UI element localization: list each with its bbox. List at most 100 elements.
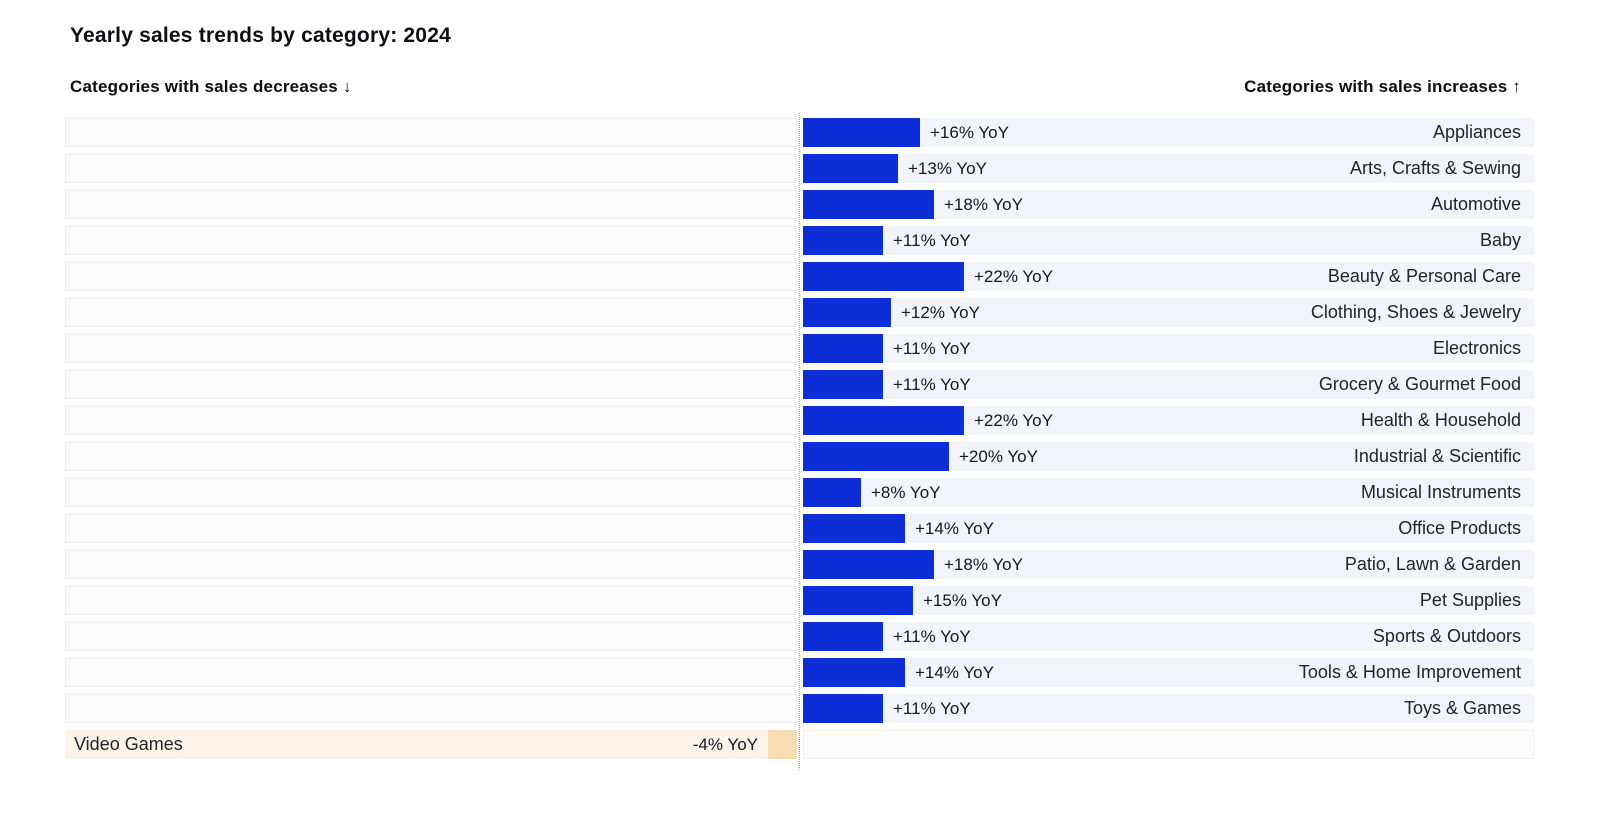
row-left-cell (65, 514, 797, 543)
bar-value-label: +11% YoY (893, 374, 971, 394)
row-right-cell: +18% YoY Patio, Lawn & Garden (803, 550, 1534, 579)
category-label: Office Products (1398, 518, 1521, 538)
category-label: Electronics (1432, 338, 1521, 358)
category-label: Beauty & Personal Care (1327, 266, 1521, 286)
row-right-cell: +18% YoY Automotive (803, 190, 1534, 219)
increase-bar (803, 262, 964, 291)
bar-value-label: +18% YoY (944, 194, 1023, 214)
increase-bar (803, 190, 934, 219)
increase-bar (803, 658, 905, 687)
center-axis-dotted-line (799, 113, 800, 770)
increase-bar (803, 550, 934, 579)
category-row: +8% YoY Musical Instruments (65, 478, 1534, 507)
category-row: +11% YoY Baby (65, 226, 1534, 255)
category-row: +12% YoY Clothing, Shoes & Jewelry (65, 298, 1534, 327)
category-row: +16% YoY Appliances (65, 118, 1534, 147)
row-left-cell (65, 154, 797, 183)
bar-value-label: -4% YoY (692, 734, 758, 754)
row-right-cell: +20% YoY Industrial & Scientific (803, 442, 1534, 471)
category-row: Video Games -4% YoY (65, 730, 1534, 759)
category-label: Grocery & Gourmet Food (1318, 374, 1521, 394)
increase-bar (803, 622, 883, 651)
increase-bar (803, 370, 883, 399)
row-right-cell: +22% YoY Health & Household (803, 406, 1534, 435)
row-left-cell (65, 622, 797, 651)
bar-value-label: +15% YoY (923, 590, 1002, 610)
row-right-cell: +22% YoY Beauty & Personal Care (803, 262, 1534, 291)
row-right-cell: +11% YoY Electronics (803, 334, 1534, 363)
increase-bar (803, 478, 861, 507)
bar-value-label: +22% YoY (974, 410, 1053, 430)
row-left-cell (65, 694, 797, 723)
increase-bar (803, 586, 913, 615)
category-label: Appliances (1432, 122, 1521, 142)
bar-value-label: +22% YoY (974, 266, 1053, 286)
row-left-cell (65, 478, 797, 507)
row-left-cell (65, 226, 797, 255)
increase-bar (803, 334, 883, 363)
category-label: Industrial & Scientific (1353, 446, 1521, 466)
category-label: Toys & Games (1403, 698, 1521, 718)
category-label: Musical Instruments (1360, 482, 1521, 502)
row-left-cell (65, 190, 797, 219)
category-row: +20% YoY Industrial & Scientific (65, 442, 1534, 471)
category-label: Tools & Home Improvement (1298, 662, 1521, 682)
row-right-cell: +16% YoY Appliances (803, 118, 1534, 147)
row-right-cell (803, 730, 1534, 759)
category-row: +11% YoY Toys & Games (65, 694, 1534, 723)
bar-value-label: +18% YoY (944, 554, 1023, 574)
category-label: Clothing, Shoes & Jewelry (1310, 302, 1521, 322)
row-right-cell: +11% YoY Baby (803, 226, 1534, 255)
category-row: +14% YoY Office Products (65, 514, 1534, 543)
row-left-cell (65, 118, 797, 147)
category-label: Video Games (74, 734, 183, 754)
chart-title: Yearly sales trends by category: 2024 (70, 24, 451, 47)
bar-value-label: +11% YoY (893, 626, 971, 646)
row-right-cell: +14% YoY Office Products (803, 514, 1534, 543)
decrease-bar (768, 730, 797, 759)
row-left-cell (65, 298, 797, 327)
bar-value-label: +11% YoY (893, 698, 971, 718)
increase-bar (803, 154, 898, 183)
row-right-cell: +14% YoY Tools & Home Improvement (803, 658, 1534, 687)
row-left-cell (65, 262, 797, 291)
row-left-cell (65, 586, 797, 615)
row-right-cell: +11% YoY Grocery & Gourmet Food (803, 370, 1534, 399)
decreases-section-header: Categories with sales decreases ↓ (70, 77, 352, 96)
category-label: Pet Supplies (1419, 590, 1521, 610)
increase-bar (803, 514, 905, 543)
increases-section-header: Categories with sales increases ↑ (1244, 77, 1521, 96)
bar-value-label: +8% YoY (871, 482, 941, 502)
increase-bar (803, 694, 883, 723)
row-right-cell: +11% YoY Toys & Games (803, 694, 1534, 723)
category-label: Arts, Crafts & Sewing (1349, 158, 1521, 178)
row-right-cell: +13% YoY Arts, Crafts & Sewing (803, 154, 1534, 183)
category-label: Health & Household (1360, 410, 1521, 430)
diverging-bar-chart: +16% YoY Appliances +13% YoY Arts, Crafts &… (65, 113, 1534, 770)
increase-bar (803, 298, 891, 327)
increase-bar (803, 406, 964, 435)
increase-bar (803, 226, 883, 255)
bar-value-label: +13% YoY (908, 158, 987, 178)
category-label: Baby (1479, 230, 1521, 250)
increase-bar (803, 118, 920, 147)
increase-bar (803, 442, 949, 471)
bar-value-label: +11% YoY (893, 338, 971, 358)
bar-value-label: +14% YoY (915, 518, 994, 538)
chart-rows: +16% YoY Appliances +13% YoY Arts, Crafts &… (65, 118, 1534, 759)
row-left-cell (65, 334, 797, 363)
bar-value-label: +11% YoY (893, 230, 971, 250)
category-row: +13% YoY Arts, Crafts & Sewing (65, 154, 1534, 183)
row-left-cell (65, 370, 797, 399)
category-row: +15% YoY Pet Supplies (65, 586, 1534, 615)
bar-value-label: +16% YoY (930, 122, 1009, 142)
row-left-cell (65, 550, 797, 579)
category-row: +18% YoY Patio, Lawn & Garden (65, 550, 1534, 579)
row-left-cell (65, 658, 797, 687)
category-row: +11% YoY Electronics (65, 334, 1534, 363)
category-row: +11% YoY Grocery & Gourmet Food (65, 370, 1534, 399)
category-row: +18% YoY Automotive (65, 190, 1534, 219)
bar-value-label: +12% YoY (901, 302, 980, 322)
row-right-cell: +15% YoY Pet Supplies (803, 586, 1534, 615)
